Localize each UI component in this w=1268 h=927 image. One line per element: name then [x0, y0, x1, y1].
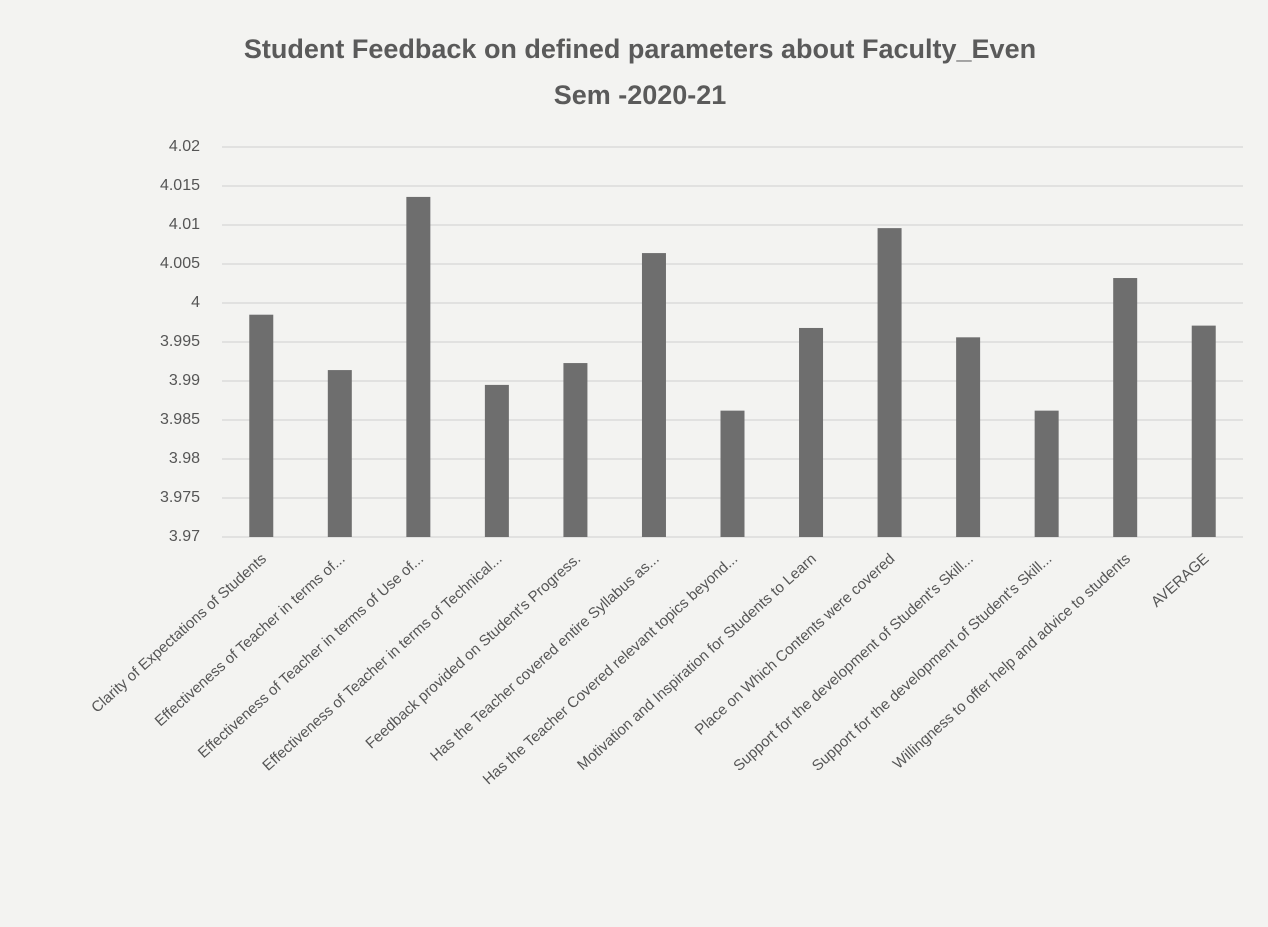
y-tick-label: 3.99: [169, 372, 200, 389]
y-tick-label: 3.995: [160, 333, 200, 350]
bar: [1191, 325, 1216, 537]
bar: [1113, 278, 1138, 537]
y-tick-label: 4.005: [160, 255, 200, 272]
y-tick-label: 4: [191, 294, 200, 311]
bar: [799, 327, 824, 537]
bar: [641, 253, 666, 537]
bar: [406, 196, 431, 538]
y-tick-label: 3.985: [160, 411, 200, 428]
bar: [720, 410, 745, 537]
bar: [956, 337, 981, 537]
chart-title: Sem -2020-21: [554, 80, 727, 110]
bar: [327, 370, 352, 537]
x-tick-label: AVERAGE: [1148, 550, 1212, 610]
chart-title: Student Feedback on defined parameters a…: [244, 34, 1036, 64]
y-tick-label: 3.975: [160, 489, 200, 506]
bar: [484, 384, 509, 537]
bar: [249, 314, 274, 537]
y-tick-label: 3.97: [169, 528, 200, 545]
y-tick-label: 4.015: [160, 177, 200, 194]
y-tick-label: 4.01: [169, 216, 200, 233]
bar: [563, 363, 588, 537]
bar: [877, 228, 902, 537]
y-tick-label: 3.98: [169, 450, 200, 467]
y-tick-label: 4.02: [169, 138, 200, 155]
bar: [1034, 410, 1059, 537]
